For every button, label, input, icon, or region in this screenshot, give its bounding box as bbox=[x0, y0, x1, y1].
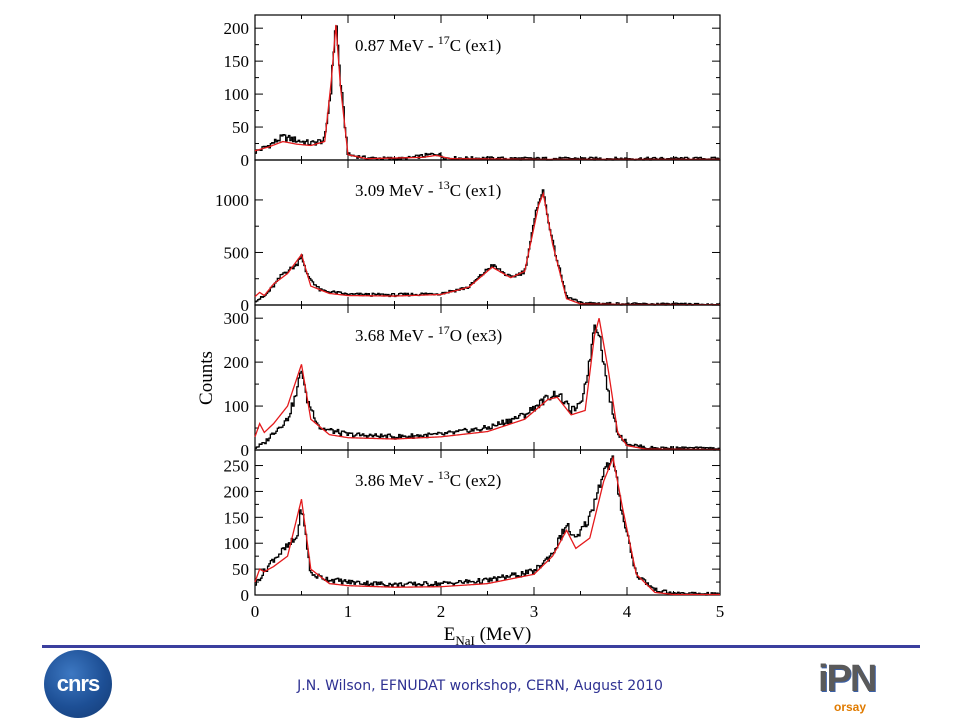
panel-3: 0 100 200 300 3.68 MeV - 17O (ex3) bbox=[224, 304, 721, 460]
y-tick-label: 100 bbox=[224, 534, 250, 553]
ipn-orsay-logo: iPN orsay bbox=[812, 658, 896, 716]
y-tick-label: 0 bbox=[241, 586, 250, 605]
y-tick-label: 250 bbox=[224, 457, 250, 476]
y-tick-label: 0 bbox=[241, 441, 250, 460]
y-tick-label: 50 bbox=[232, 560, 249, 579]
panel-title: 3.09 MeV - 13C (ex1) bbox=[355, 178, 501, 200]
cnrs-logo: cnrs bbox=[44, 650, 112, 718]
x-tick-label: 5 bbox=[716, 602, 725, 621]
simulated-spectrum bbox=[254, 191, 720, 306]
y-tick-label: 0 bbox=[241, 296, 250, 315]
x-tick-label: 3 bbox=[530, 602, 539, 621]
cnrs-logo-text: cnrs bbox=[56, 671, 100, 696]
y-tick-label: 150 bbox=[224, 508, 250, 527]
measured-spectrum bbox=[255, 324, 721, 451]
ipn-logo-main: iPN bbox=[818, 658, 877, 700]
panel-title: 3.68 MeV - 17O (ex3) bbox=[355, 323, 502, 345]
y-tick-label: 200 bbox=[224, 482, 250, 501]
y-tick-label: 150 bbox=[224, 52, 250, 71]
simulated-spectrum bbox=[254, 24, 720, 160]
panel-title: 3.86 MeV - 13C (ex2) bbox=[355, 468, 501, 490]
measured-spectrum bbox=[255, 455, 721, 596]
y-tick-label: 500 bbox=[224, 243, 250, 262]
simulated-spectrum bbox=[254, 318, 720, 451]
simulated-spectrum bbox=[254, 455, 720, 596]
y-tick-label: 100 bbox=[224, 85, 250, 104]
x-tick-label: 1 bbox=[344, 602, 353, 621]
y-tick-label: 50 bbox=[232, 118, 249, 137]
x-tick-label: 4 bbox=[623, 602, 632, 621]
y-tick-label: 100 bbox=[224, 397, 250, 416]
y-axis-label: Counts bbox=[196, 351, 217, 405]
panel-title: 0.87 MeV - 17C (ex1) bbox=[355, 33, 501, 55]
x-tick-label: 2 bbox=[437, 602, 446, 621]
ipn-logo-sub: orsay bbox=[834, 700, 867, 714]
y-tick-label: 300 bbox=[224, 309, 250, 328]
x-axis-label: ENaI (MeV) bbox=[444, 624, 532, 648]
y-tick-label: 0 bbox=[241, 151, 250, 170]
y-tick-label: 200 bbox=[224, 353, 250, 372]
panel-1: 0 50 100 150 200 0.87 MeV - 17C (ex1) bbox=[224, 14, 721, 170]
footer-credit: J.N. Wilson, EFNUDAT workshop, CERN, Aug… bbox=[297, 678, 663, 694]
panel-2: 0 500 1000 3.09 MeV - 13C (ex1) bbox=[215, 159, 721, 315]
y-tick-label: 200 bbox=[224, 19, 250, 38]
x-tick-label: 0 bbox=[251, 602, 260, 621]
footer-divider bbox=[42, 645, 920, 648]
y-tick-label: 1000 bbox=[215, 191, 249, 210]
measured-spectrum bbox=[255, 189, 721, 306]
panel-4: 0 50 100 150 200 250 3.86 MeV - 13C (ex2) bbox=[224, 449, 721, 605]
